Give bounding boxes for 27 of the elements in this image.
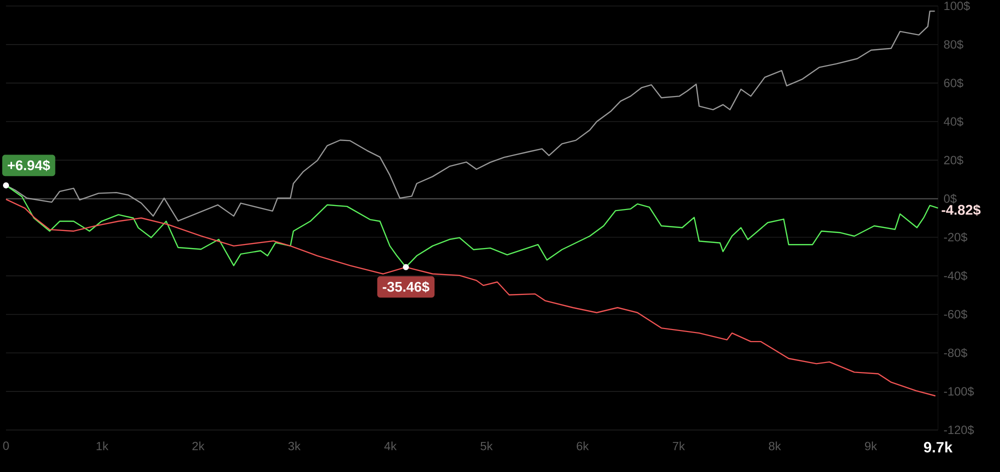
x-tick-label: 8k [768, 442, 781, 450]
x-tick-label: 6k [576, 442, 589, 450]
y-tick-label: 60$ [944, 78, 964, 88]
y-tick-label: -40$ [944, 270, 968, 281]
x-tick-label: 2k [192, 442, 204, 450]
y-tick-label: -100$ [944, 386, 974, 396]
y-tick-label: 80$ [944, 40, 964, 50]
x-tick-label: 3k [288, 442, 301, 450]
x-tick-label: 9k [864, 442, 878, 450]
annotation: -4.82$ [942, 204, 981, 216]
y-tick-label: 0$ [944, 194, 957, 204]
y-tick-label: -60$ [944, 310, 968, 320]
x-tick-label: 0 [3, 442, 9, 450]
x-tick-label: 1k [96, 442, 108, 450]
y-tick-label: 40$ [944, 116, 964, 126]
y-tick-label: 20$ [944, 155, 964, 166]
x-tick-label: 5k [480, 442, 493, 450]
x-tick-label: 7k [672, 442, 685, 450]
line-series [5, 198, 936, 396]
x-tick-label: 9.7k [924, 442, 953, 452]
y-tick-label: -80$ [944, 348, 968, 358]
annotation: -35.46$ [382, 281, 430, 293]
annotation: +6.94$ [8, 160, 50, 172]
y-tick-label: -120$ [944, 425, 974, 435]
y-tick-label: -20$ [944, 232, 968, 242]
x-tick-label: 4k [384, 442, 397, 450]
y-tick-label: 100$ [944, 1, 970, 11]
